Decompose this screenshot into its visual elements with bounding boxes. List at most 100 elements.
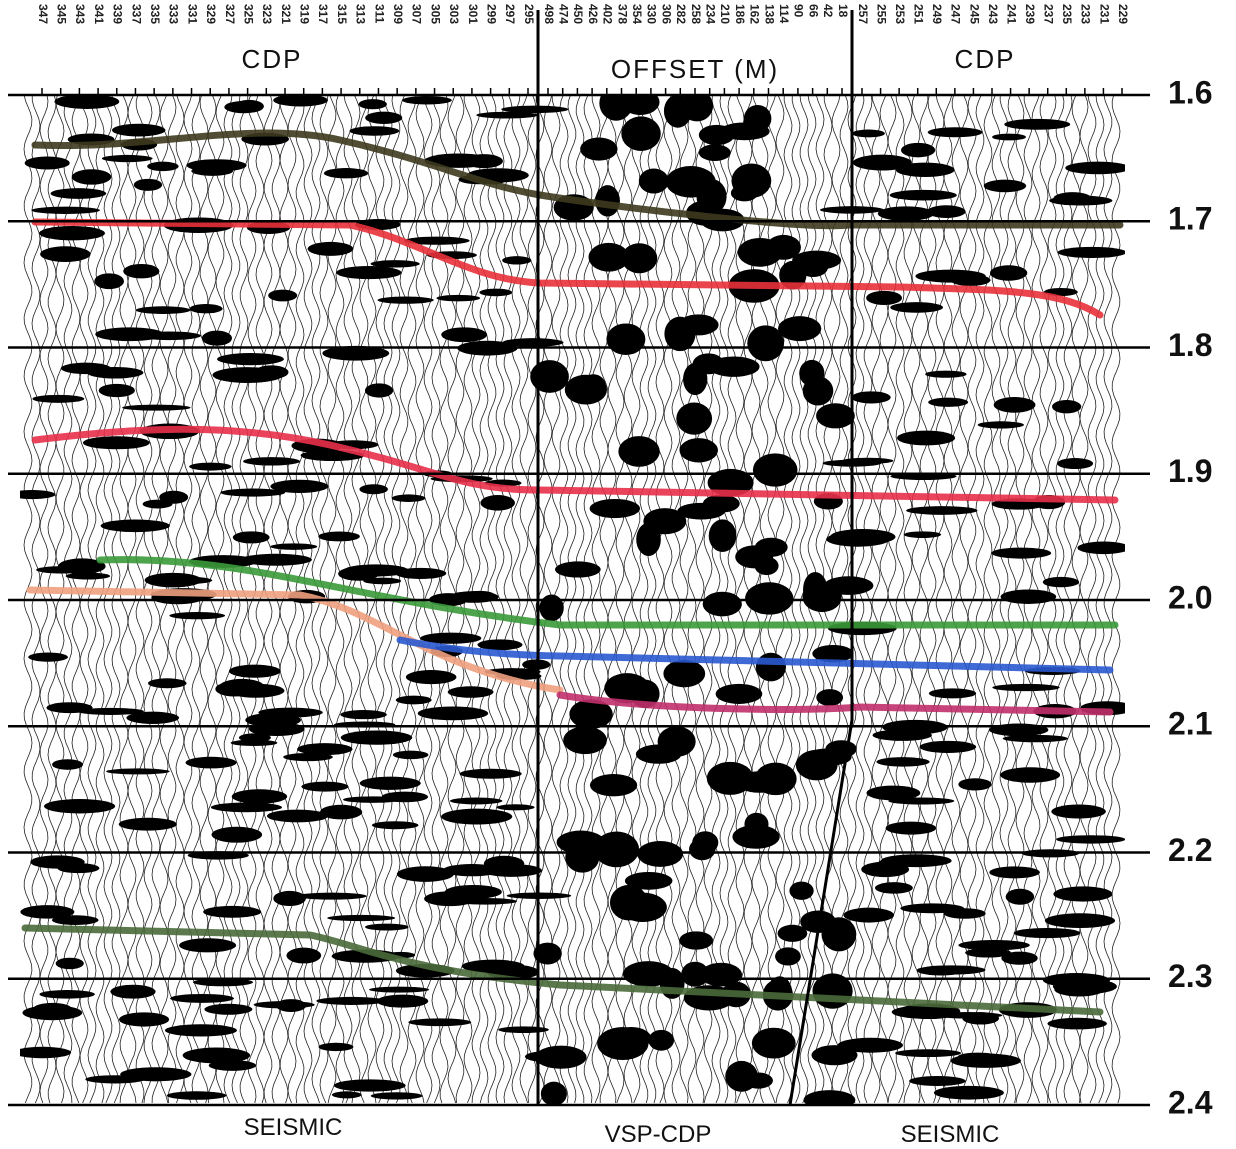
trace-blob [1013, 927, 1081, 939]
trace-blob [316, 996, 387, 1005]
trace-blob [234, 99, 264, 113]
trace-blob [333, 1079, 406, 1092]
trace-blob [227, 683, 285, 698]
footer-label: SEISMIC [901, 1121, 1000, 1148]
trace-blob [118, 817, 177, 831]
trace-wiggle [663, 95, 673, 1104]
trace-blob [852, 154, 912, 171]
trace-blob [343, 564, 409, 577]
trace-wiggle [351, 95, 361, 1104]
trace-blob [123, 264, 160, 279]
header-label: OFFSET (M) [611, 54, 779, 84]
trace-blob [301, 781, 349, 792]
trace-blob [159, 490, 189, 504]
trace-number: 299 [484, 4, 498, 24]
trace-blob [890, 302, 944, 313]
trace-blob [126, 711, 180, 724]
trace-blob [273, 95, 328, 107]
trace-blob [323, 168, 369, 179]
trace-blob [57, 863, 100, 874]
trace-blob [816, 689, 844, 707]
trace-blob [137, 331, 201, 341]
time-label: 2.0 [1168, 579, 1212, 615]
trace-blob [1042, 576, 1080, 588]
trace-blob [989, 866, 1040, 879]
trace-blob [502, 338, 564, 347]
trace-number: 323 [260, 4, 274, 24]
trace-blob [877, 206, 935, 221]
trace-blob [98, 383, 135, 398]
trace-wiggle [911, 95, 921, 1104]
trace-blob [826, 531, 890, 547]
trace-blob [992, 133, 1027, 141]
trace-blob [732, 824, 780, 849]
trace-wiggle [871, 95, 881, 1104]
trace-blob [927, 127, 983, 138]
trace-blob [533, 942, 562, 965]
trace-blob [449, 797, 503, 805]
trace-blob [135, 306, 191, 314]
trace-blob [182, 1047, 251, 1064]
trace-blob [297, 743, 353, 756]
trace-number: 343 [73, 4, 87, 24]
header-label: CDP [242, 44, 303, 74]
trace-blob [476, 111, 539, 119]
header-label: CDP [955, 44, 1016, 74]
trace-blob [94, 273, 124, 290]
trace-blob [1042, 973, 1110, 988]
trace-blob [404, 236, 470, 245]
trace-number: 345 [55, 4, 69, 24]
trace-number: 231 [1097, 4, 1111, 24]
trace-blob [692, 831, 719, 854]
horizon [556, 691, 1114, 716]
trace-blob [900, 142, 936, 158]
trace-blob [991, 547, 1052, 559]
time-lines [8, 93, 1150, 1107]
trace-blob [436, 294, 481, 302]
trace-blob [248, 722, 305, 736]
trace-blob [58, 558, 106, 575]
trace-blob [480, 494, 515, 511]
trace-blob [477, 639, 523, 651]
trace-blob [391, 494, 426, 502]
time-label: 1.9 [1168, 453, 1212, 489]
trace-blob [522, 659, 551, 670]
time-label: 2.1 [1168, 706, 1212, 742]
horizon [31, 425, 1119, 504]
trace-blob [540, 1081, 567, 1105]
trace-blob [369, 986, 430, 993]
trace-blob [318, 531, 360, 542]
trace-number: 247 [949, 4, 963, 24]
trace-blob [31, 206, 100, 214]
horizon [31, 129, 1124, 230]
trace-blob [39, 990, 95, 999]
trace-blob [635, 744, 682, 764]
trace-blob [1044, 913, 1116, 929]
trace-wiggle [335, 95, 345, 1104]
trace-blob [933, 1085, 1004, 1100]
trace-blob [32, 394, 85, 403]
trace-number: 321 [279, 4, 293, 24]
trace-blob [417, 706, 489, 721]
trace-blob [268, 289, 298, 302]
trace-wiggle [887, 95, 897, 1104]
trace-blob [1065, 161, 1125, 175]
trace-blob [648, 1029, 675, 1051]
trace-blob [340, 730, 413, 745]
trace-blob [231, 789, 288, 804]
trace-number: 333 [167, 4, 181, 24]
trace-blob [802, 581, 842, 613]
trace-blob [405, 670, 457, 685]
trace-blob [895, 1049, 962, 1058]
trace-blob [730, 184, 759, 202]
trace-blob [39, 225, 105, 241]
trace-blob [402, 96, 452, 105]
trace-blob [743, 1072, 773, 1089]
trace-blob [483, 855, 525, 872]
trace-number: 42 [821, 4, 835, 18]
trace-wiggle [927, 95, 937, 1104]
time-label: 1.6 [1168, 74, 1212, 110]
trace-blob [989, 265, 1028, 281]
trace-blob [699, 962, 743, 987]
